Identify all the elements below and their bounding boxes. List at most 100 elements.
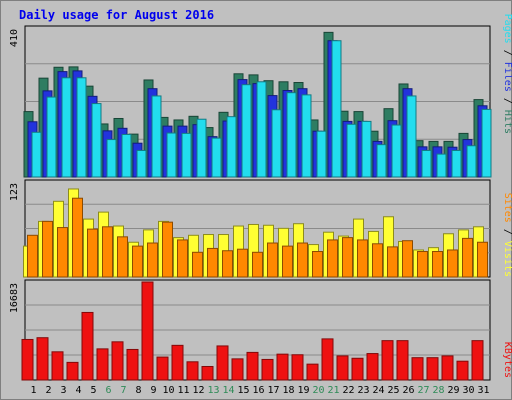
bar-sites [27, 234, 38, 278]
bar-pages [421, 149, 432, 178]
bar-pages [91, 103, 102, 178]
bar-sites [387, 246, 398, 278]
bar-kbytes [156, 356, 169, 381]
bar-sites [102, 226, 113, 278]
bar-pages [466, 145, 477, 178]
x-tick-label: 26 [402, 385, 414, 396]
bar-sites [342, 237, 353, 278]
bar-sites [87, 228, 98, 278]
legend-top: Pages / Files / Hits [502, 14, 512, 134]
bar-sites [297, 242, 308, 278]
bar-kbytes [126, 348, 139, 381]
bar-kbytes [366, 353, 379, 381]
x-tick-label: 13 [207, 385, 219, 396]
legend-bottom: KBytes [502, 342, 512, 378]
x-tick-label: 25 [387, 385, 399, 396]
bar-kbytes [171, 344, 184, 381]
x-tick-label: 7 [120, 385, 126, 396]
x-tick-label: 19 [297, 385, 309, 396]
bar-sites [72, 197, 83, 278]
bar-kbytes [246, 351, 259, 381]
bar-kbytes [201, 365, 214, 381]
bar-pages [286, 92, 297, 178]
chart-title: Daily usage for August 2016 [19, 8, 215, 22]
bar-kbytes [381, 340, 394, 381]
bar-pages [316, 130, 327, 178]
bar-pages [151, 95, 162, 178]
bar-sites [417, 251, 428, 278]
bar-sites [477, 241, 488, 278]
x-tick-label: 3 [60, 385, 66, 396]
bar-sites [207, 247, 218, 278]
bar-kbytes [411, 357, 424, 381]
y-max-label: 123 [9, 183, 20, 201]
bar-kbytes [231, 358, 244, 381]
x-tick-label: 21 [327, 385, 339, 396]
x-tick-label: 8 [135, 385, 141, 396]
x-tick-label: 2 [45, 385, 51, 396]
bar-pages [376, 144, 387, 178]
x-tick-label: 22 [342, 385, 354, 396]
bar-pages [481, 108, 492, 178]
bar-kbytes [336, 355, 349, 381]
x-tick-label: 24 [372, 385, 384, 396]
bar-kbytes [66, 361, 79, 381]
bar-kbytes [111, 341, 124, 381]
bar-kbytes [186, 361, 199, 381]
bar-sites [402, 240, 413, 278]
bar-pages [136, 149, 147, 178]
x-tick-label: 30 [462, 385, 474, 396]
bar-sites [57, 227, 68, 278]
bar-pages [226, 116, 237, 178]
bar-pages [436, 153, 447, 178]
x-tick-label: 6 [105, 385, 111, 396]
x-tick-label: 4 [75, 385, 81, 396]
bar-sites [192, 251, 203, 278]
bar-kbytes [396, 340, 409, 381]
x-tick-label: 27 [417, 385, 429, 396]
x-tick-label: 5 [90, 385, 96, 396]
bar-sites [462, 237, 473, 278]
legend-middle: Sites / Visits [502, 193, 512, 277]
bar-pages [451, 149, 462, 178]
bar-sites [447, 249, 458, 278]
x-tick-label: 18 [282, 385, 294, 396]
bar-pages [256, 81, 267, 178]
bar-sites [327, 239, 338, 278]
bar-kbytes [321, 338, 334, 381]
bar-sites [432, 251, 443, 278]
bar-kbytes [51, 351, 64, 381]
bar-kbytes [276, 353, 289, 381]
x-tick-label: 31 [477, 385, 489, 396]
bar-pages [61, 77, 72, 178]
bar-kbytes [441, 355, 454, 381]
x-tick-label: 20 [312, 385, 324, 396]
bar-pages [301, 94, 312, 178]
x-tick-label: 9 [150, 385, 156, 396]
bar-pages [406, 95, 417, 178]
bar-pages [271, 109, 282, 178]
bar-pages [76, 77, 87, 178]
bar-sites [42, 220, 53, 278]
bar-kbytes [351, 357, 364, 381]
bar-kbytes [306, 363, 319, 381]
x-tick-label: 29 [447, 385, 459, 396]
bar-kbytes [21, 338, 34, 381]
bar-kbytes [36, 337, 49, 381]
bar-pages [361, 120, 372, 178]
bar-sites [357, 239, 368, 278]
bar-kbytes [291, 354, 304, 381]
bar-pages [196, 118, 207, 178]
bar-sites [117, 236, 128, 278]
bar-sites [222, 250, 233, 278]
bar-sites [372, 243, 383, 278]
x-tick-label: 23 [357, 385, 369, 396]
x-tick-label: 12 [192, 385, 204, 396]
x-tick-label: 17 [267, 385, 279, 396]
bar-kbytes [456, 360, 469, 381]
bar-sites [162, 221, 173, 278]
x-tick-label: 1 [30, 385, 36, 396]
bar-sites [282, 245, 293, 278]
bar-kbytes [426, 357, 439, 381]
bar-pages [181, 132, 192, 178]
